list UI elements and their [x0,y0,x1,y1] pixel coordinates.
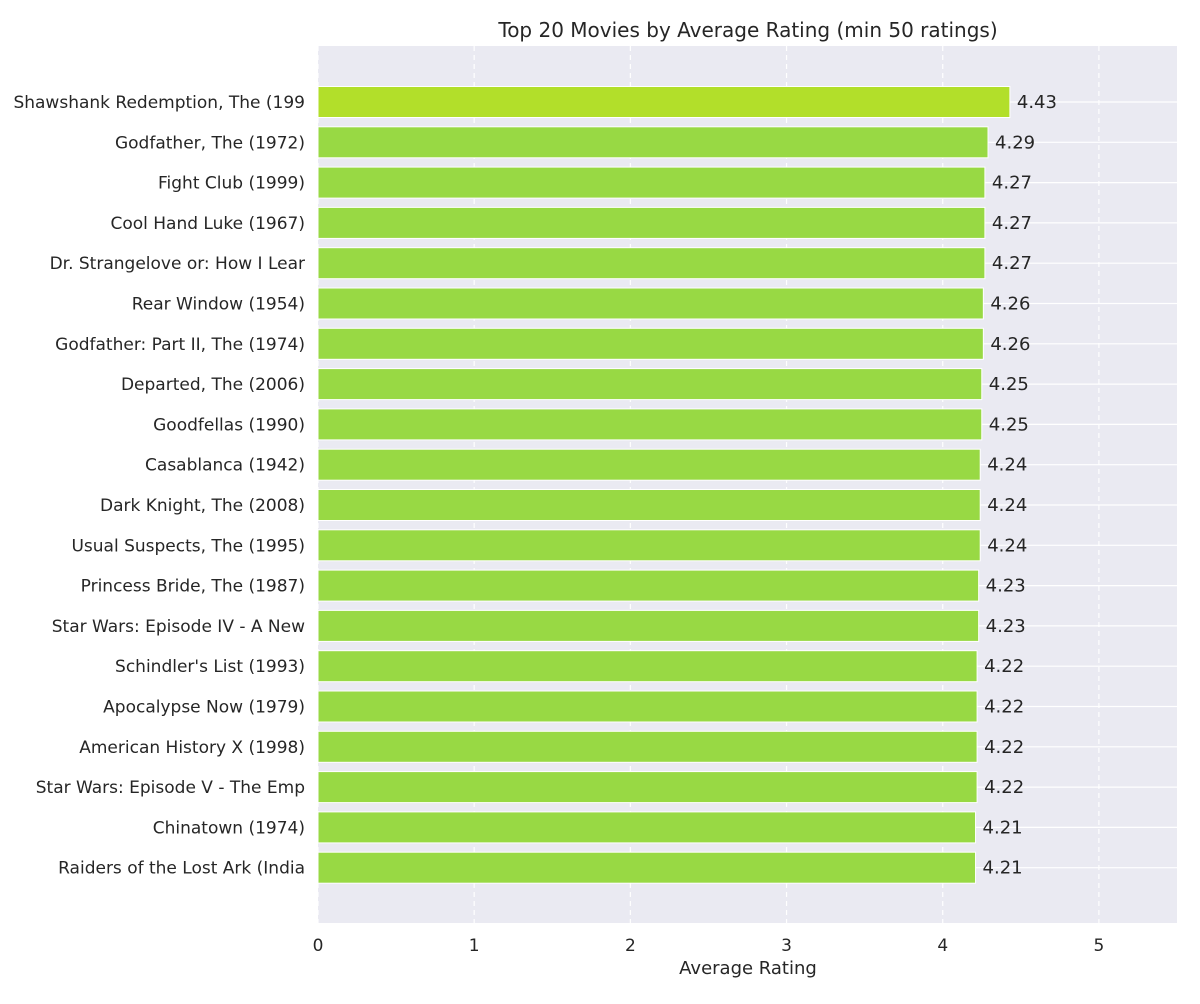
value-label: 4.24 [987,535,1027,556]
y-tick-label: Godfather: Part II, The (1974) [55,335,305,355]
value-label: 4.21 [983,858,1023,879]
bar [317,529,981,562]
bar [317,569,980,602]
value-label: 4.27 [992,173,1032,194]
x-tick-label: 1 [469,936,480,956]
value-label: 4.27 [992,213,1032,234]
y-tick-labels: Shawshank Redemption, The (199 Godfather,… [13,93,305,879]
bar [317,448,981,481]
y-tick-label: Raiders of the Lost Ark (India [58,859,305,879]
y-tick-label: Shawshank Redemption, The (199 [13,93,305,113]
y-tick-label: Apocalypse Now (1979) [103,698,305,718]
value-label: 4.29 [995,132,1035,153]
bar [317,489,981,521]
bar [317,166,986,199]
value-label: 4.25 [989,414,1029,435]
bar [317,287,984,320]
bar [317,368,983,401]
value-label: 4.26 [990,334,1030,355]
bar [317,730,978,763]
x-tick-label: 3 [781,936,792,956]
bar [317,126,989,159]
y-tick-label: Schindler's List (1993) [115,657,305,677]
x-tick-label: 4 [937,936,948,956]
x-tick-label: 5 [1093,936,1104,956]
y-tick-label: Usual Suspects, The (1995) [71,536,305,556]
y-tick-label: American History X (1998) [79,738,305,758]
bar [317,650,978,683]
value-label: 4.26 [990,294,1030,315]
bar [317,811,977,844]
value-label: 4.22 [984,656,1024,677]
bar [317,247,986,280]
value-label: 4.43 [1017,92,1057,113]
y-tick-label: Star Wars: Episode IV - A New [52,617,305,637]
value-label: 4.27 [992,253,1032,274]
bar [317,771,978,804]
value-label: 4.22 [984,777,1024,798]
bar [317,86,1011,118]
chart-title: Top 20 Movies by Average Rating (min 50 … [497,18,997,42]
value-label: 4.24 [987,495,1027,516]
y-tick-label: Rear Window (1954) [132,295,305,315]
value-label: 4.21 [983,817,1023,838]
value-label: 4.22 [984,697,1024,718]
value-labels: 4.43 4.29 4.27 4.27 4.27 4.26 4.26 4.25 4.25 4.24… [983,92,1057,879]
y-tick-label: Chinatown (1974) [153,818,305,838]
x-tick-label: 2 [625,936,636,956]
bars [317,86,1011,884]
x-tick-label: 0 [313,936,324,956]
y-tick-label: Departed, The (2006) [121,375,305,395]
value-label: 4.25 [989,374,1029,395]
y-tick-label: Goodfellas (1990) [153,415,305,435]
bar [317,327,984,360]
bar [317,851,977,884]
y-tick-label: Dr. Strangelove or: How I Lear [50,254,305,274]
value-label: 4.24 [987,455,1027,476]
value-label: 4.23 [986,616,1026,637]
bar [317,206,986,239]
y-tick-label: Star Wars: Episode V - The Emp [36,778,305,798]
y-tick-label: Dark Knight, The (2008) [100,496,305,516]
bar [317,408,983,441]
bar [317,609,980,642]
bar [317,690,978,723]
y-tick-label: Godfather, The (1972) [115,133,305,153]
value-label: 4.22 [984,737,1024,758]
x-tick-labels: 0 1 2 3 4 5 [313,936,1105,956]
y-tick-label: Princess Bride, The (1987) [81,577,305,597]
x-axis-label: Average Rating [679,958,817,979]
y-tick-label: Cool Hand Luke (1967) [110,214,305,234]
y-tick-label: Casablanca (1942) [145,456,305,476]
y-tick-label: Fight Club (1999) [158,174,305,194]
value-label: 4.23 [986,576,1026,597]
